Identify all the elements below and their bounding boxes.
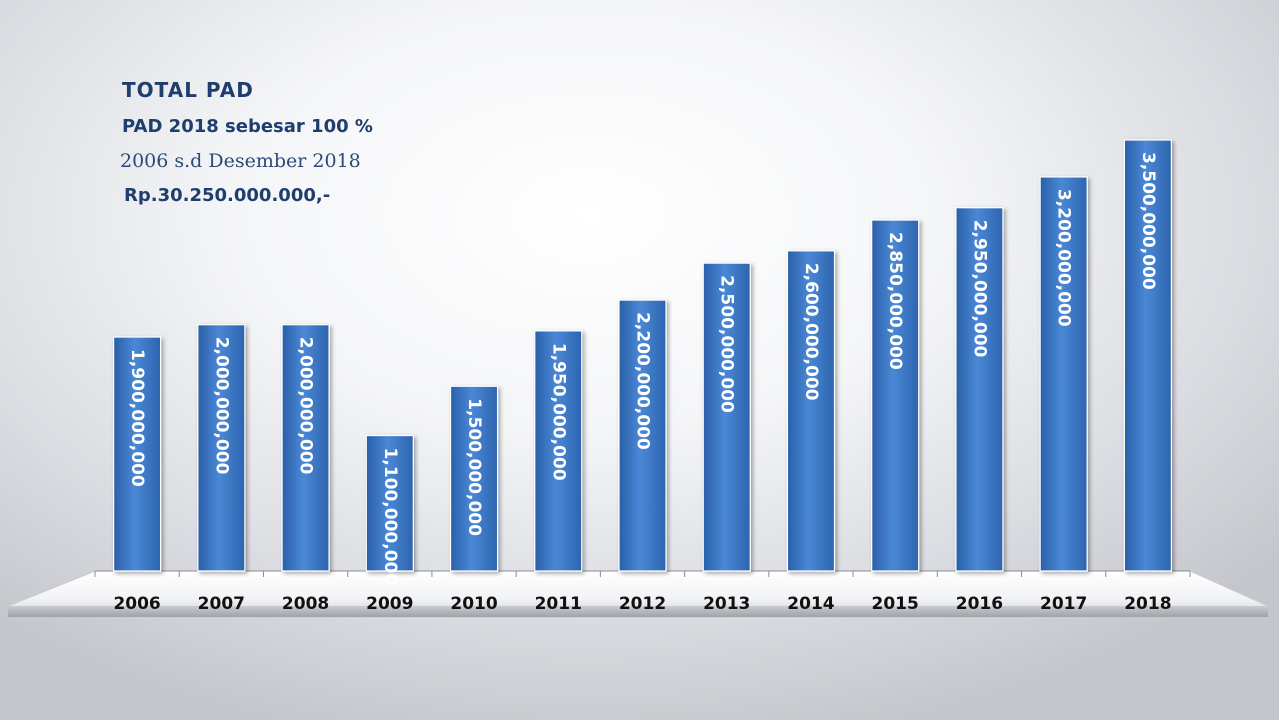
x-tick-label-2010: 2010 [450, 594, 497, 614]
bar-2009 [365, 434, 414, 572]
bar-2008 [281, 324, 330, 572]
data-label-2016: 2,950,000,000 [969, 220, 989, 358]
bar-2014 [786, 250, 836, 572]
x-tick-label-2007: 2007 [198, 594, 245, 614]
chart-subtitle-total: Rp.30.250.000.000,- [124, 185, 331, 206]
data-label-2011: 1,950,000,000 [548, 343, 568, 481]
chart-subtitle-period: 2006 s.d Desember 2018 [120, 150, 361, 172]
data-label-2017: 3,200,000,000 [1054, 189, 1074, 327]
bar-2007 [197, 324, 246, 572]
bar-2011 [534, 330, 583, 572]
bar-2006 [113, 336, 162, 572]
x-tick-label-2011: 2011 [535, 594, 582, 614]
x-axis-tick-labels: 2006 2007 2008 2009 2010 2011 2012 2013 2014 2015… [113, 594, 1171, 614]
x-tick-label-2012: 2012 [619, 594, 666, 614]
bars-group: 1,900,000,000 2,000,000,000 2,000,000,000 1… [113, 139, 1172, 586]
x-tick-label-2008: 2008 [282, 594, 329, 614]
data-label-2006: 1,900,000,000 [127, 349, 147, 487]
bar-2018 [1123, 139, 1172, 572]
data-label-2012: 2,200,000,000 [633, 312, 653, 450]
x-tick-label-2014: 2014 [787, 594, 834, 614]
x-tick-label-2018: 2018 [1124, 594, 1171, 614]
data-label-2018: 3,500,000,000 [1138, 152, 1158, 290]
x-tick-label-2013: 2013 [703, 594, 750, 614]
data-label-2010: 1,500,000,000 [464, 398, 484, 536]
x-tick-label-2009: 2009 [366, 594, 413, 614]
bar-2012 [618, 299, 667, 572]
x-tick-label-2017: 2017 [1040, 594, 1087, 614]
x-tick-label-2016: 2016 [956, 594, 1003, 614]
bar-2017 [1039, 176, 1088, 572]
bar-2013 [702, 262, 751, 572]
data-label-2009: 1,100,000,000 [380, 448, 400, 586]
data-label-2013: 2,500,000,000 [717, 275, 737, 413]
chart-title: TOTAL PAD [122, 78, 254, 102]
data-label-2014: 2,600,000,000 [801, 263, 821, 401]
bar-2015 [871, 219, 920, 572]
x-axis-ticks [94, 571, 1191, 577]
chart-subtitle-pad-2018: PAD 2018 sebesar 100 % [122, 116, 373, 137]
shelf-platform [7, 570, 1269, 618]
bar-2016 [955, 207, 1004, 572]
data-label-2015: 2,850,000,000 [885, 232, 905, 370]
x-tick-label-2015: 2015 [872, 594, 919, 614]
x-tick-label-2006: 2006 [113, 594, 160, 614]
bar-2010 [449, 385, 499, 572]
data-label-2008: 2,000,000,000 [296, 337, 316, 475]
data-label-2007: 2,000,000,000 [211, 337, 231, 475]
